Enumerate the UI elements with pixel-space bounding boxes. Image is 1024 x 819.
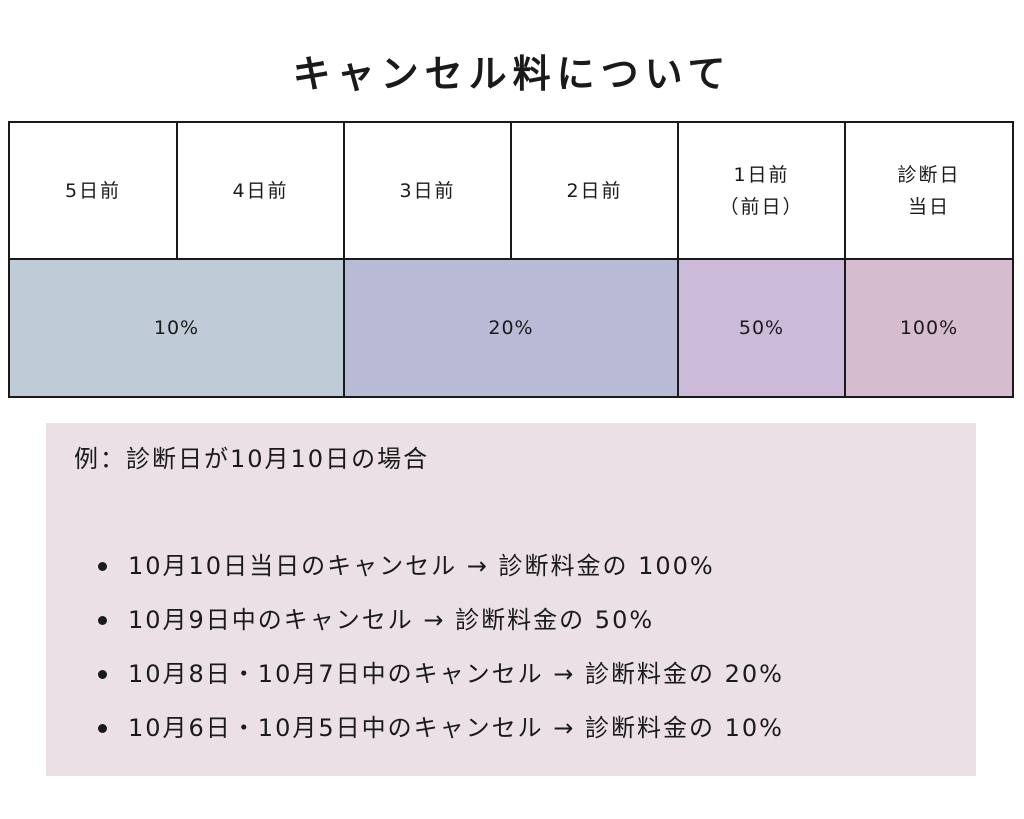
rate-cell-20: 20% bbox=[345, 260, 679, 396]
header-cell-line1: 3日前 bbox=[399, 179, 456, 202]
example-box: 例：診断日が10月10日の場合 10月10日当日のキャンセル → 診断料金の 1… bbox=[46, 423, 976, 776]
header-cell-line1: 2日前 bbox=[566, 179, 623, 202]
rate-cell-50: 50% bbox=[679, 260, 846, 396]
example-heading: 例：診断日が10月10日の場合 bbox=[74, 445, 430, 473]
bullet-icon bbox=[98, 670, 107, 679]
header-cell-1-day-before: 1日前 （前日） bbox=[679, 123, 846, 260]
list-item: 10月8日・10月7日中のキャンセル → 診断料金の 20% bbox=[98, 658, 784, 690]
header-cell-line2: （前日） bbox=[719, 195, 804, 218]
cancellation-fee-table: 5日前 4日前 3日前 2日前 1日前 （前日） 診断日 当日 10% 20% … bbox=[8, 121, 1014, 398]
page-title: キャンセル料について bbox=[292, 52, 732, 96]
example-list: 10月10日当日のキャンセル → 診断料金の 100% 10月9日中のキャンセル… bbox=[98, 550, 784, 766]
list-item-text: 10月9日中のキャンセル → 診断料金の 50% bbox=[128, 606, 655, 634]
header-cell-line1: 5日前 bbox=[64, 179, 122, 202]
table-rate-row: 10% 20% 50% 100% bbox=[10, 260, 1012, 396]
list-item-text: 10月8日・10月7日中のキャンセル → 診断料金の 20% bbox=[128, 660, 784, 688]
bullet-icon bbox=[98, 616, 107, 625]
rate-label: 10% bbox=[153, 317, 200, 339]
header-cell-line1: 診断日 bbox=[897, 163, 961, 186]
list-item-text: 10月6日・10月5日中のキャンセル → 診断料金の 10% bbox=[128, 714, 784, 742]
list-item: 10月10日当日のキャンセル → 診断料金の 100% bbox=[98, 550, 784, 582]
bullet-icon bbox=[98, 724, 107, 733]
header-cell-2-days-before: 2日前 bbox=[512, 123, 679, 260]
bullet-icon bbox=[98, 562, 107, 571]
header-cell-4-days-before: 4日前 bbox=[178, 123, 345, 260]
header-cell-5-days-before: 5日前 bbox=[10, 123, 178, 260]
rate-label: 50% bbox=[738, 317, 785, 339]
rate-label: 100% bbox=[899, 317, 959, 339]
list-item: 10月6日・10月5日中のキャンセル → 診断料金の 10% bbox=[98, 712, 784, 744]
rate-label: 20% bbox=[488, 317, 534, 339]
header-cell-diagnosis-day: 診断日 当日 bbox=[846, 123, 1012, 260]
list-item: 10月9日中のキャンセル → 診断料金の 50% bbox=[98, 604, 784, 636]
header-cell-line1: 4日前 bbox=[232, 179, 289, 202]
table-header-row: 5日前 4日前 3日前 2日前 1日前 （前日） 診断日 当日 bbox=[10, 123, 1012, 260]
list-item-text: 10月10日当日のキャンセル → 診断料金の 100% bbox=[128, 552, 715, 580]
rate-cell-10: 10% bbox=[10, 260, 345, 396]
header-cell-line2: 当日 bbox=[907, 195, 950, 218]
rate-cell-100: 100% bbox=[846, 260, 1012, 396]
header-cell-3-days-before: 3日前 bbox=[345, 123, 512, 260]
header-cell-line1: 1日前 bbox=[733, 163, 790, 186]
